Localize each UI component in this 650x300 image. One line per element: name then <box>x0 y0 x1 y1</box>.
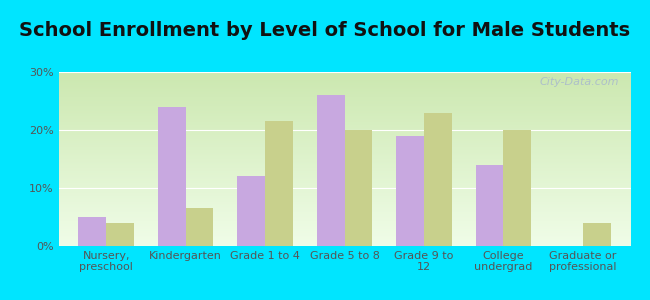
Bar <box>79 217 106 246</box>
Bar <box>396 136 424 246</box>
Bar <box>344 130 372 246</box>
Bar <box>503 130 531 246</box>
Text: City-Data.com: City-Data.com <box>540 77 619 87</box>
Bar <box>317 95 345 246</box>
Bar <box>265 121 293 246</box>
Bar <box>106 223 134 246</box>
Bar <box>158 107 186 246</box>
Text: School Enrollment by Level of School for Male Students: School Enrollment by Level of School for… <box>20 21 630 40</box>
Bar <box>237 176 265 246</box>
Bar <box>476 165 503 246</box>
Bar <box>424 112 452 246</box>
Bar <box>186 208 213 246</box>
Bar <box>583 223 610 246</box>
